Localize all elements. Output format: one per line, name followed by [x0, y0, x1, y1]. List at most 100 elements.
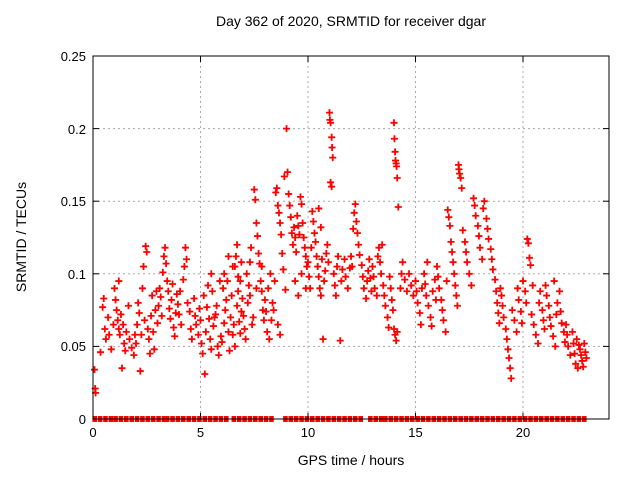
data-point-cross: [209, 322, 217, 330]
data-point-cross: [491, 276, 499, 284]
data-point-cross: [342, 273, 350, 281]
data-point-cross: [284, 168, 292, 176]
data-point-cross: [314, 263, 322, 271]
data-point-cross: [190, 294, 198, 302]
data-point-cross: [251, 196, 259, 204]
data-point-cross: [390, 119, 398, 127]
data-point-cross: [114, 316, 122, 324]
data-point-cross: [289, 241, 297, 249]
data-point-cross: [496, 284, 504, 292]
data-point-cross: [299, 219, 307, 227]
data-point-cross: [221, 306, 229, 314]
data-point-cross: [495, 319, 503, 327]
x-tick-label: 20: [515, 425, 531, 440]
data-point-cross: [222, 296, 230, 304]
data-point-cross: [442, 328, 450, 336]
data-point-cross: [280, 173, 288, 181]
data-point-cross: [332, 292, 340, 300]
data-point-cross: [145, 335, 153, 343]
data-point-cross: [450, 270, 458, 278]
data-point-cross: [485, 235, 493, 243]
data-point-cross: [576, 345, 584, 353]
data-point-cross: [169, 280, 177, 288]
data-point-cross: [445, 213, 453, 221]
data-point-cross: [148, 292, 156, 300]
data-point-cross: [241, 325, 249, 333]
data-point-cross: [541, 325, 548, 333]
data-point-cross: [224, 328, 232, 336]
data-point-cross: [162, 260, 170, 268]
data-point-cross: [217, 332, 225, 340]
data-point-cross: [188, 335, 196, 343]
data-point-cross: [231, 342, 239, 350]
data-point-cross: [197, 316, 204, 324]
data-point-cross: [472, 212, 480, 220]
data-point-cross: [514, 284, 522, 292]
data-point-cross: [154, 319, 161, 327]
data-point-cross: [456, 170, 464, 178]
y-tick-label: 0: [78, 412, 86, 427]
data-point-cross: [134, 299, 142, 307]
data-point-cross: [237, 308, 245, 316]
plot-border: [92, 55, 610, 420]
data-point-cross: [319, 335, 327, 343]
data-point-cross: [213, 302, 221, 310]
data-point-cross: [143, 248, 151, 256]
data-point-cross: [337, 277, 345, 285]
data-point-cross: [163, 277, 171, 285]
data-point-cross: [393, 162, 401, 170]
data-point-cross: [316, 284, 324, 292]
data-point-cross: [575, 341, 583, 349]
data-point-cross: [452, 292, 460, 300]
data-point-cross: [277, 231, 285, 239]
data-point-cross: [207, 345, 215, 353]
data-point-cross: [476, 244, 484, 252]
data-point-cross: [156, 284, 164, 292]
data-point-cross: [244, 299, 252, 307]
data-point-cross: [206, 335, 214, 343]
data-point-cross: [97, 348, 105, 356]
data-point-cross: [141, 316, 149, 324]
data-point-cross: [249, 313, 257, 321]
data-point-cross: [328, 143, 336, 151]
data-point-cross: [321, 267, 329, 275]
data-point-cross: [403, 287, 411, 295]
data-point-cross: [300, 234, 308, 241]
data-point-cross: [393, 328, 401, 336]
data-point-cross: [296, 193, 304, 201]
data-point-cross: [518, 319, 526, 327]
data-point-cross: [532, 331, 540, 339]
data-point-cross: [493, 299, 501, 307]
data-point-cross: [547, 322, 555, 330]
data-point-cross: [487, 245, 495, 253]
x-tick-label: 0: [89, 425, 97, 440]
data-point-cross: [524, 239, 532, 247]
data-point-cross: [308, 207, 316, 215]
data-point-cross: [121, 347, 129, 355]
data-point-cross: [116, 331, 124, 339]
data-point-cross: [331, 281, 339, 289]
data-point-cross: [348, 263, 356, 271]
data-point-cross: [573, 335, 581, 343]
data-point-cross: [369, 263, 376, 271]
data-point-cross: [274, 321, 282, 329]
data-point-cross: [227, 313, 235, 321]
data-point-cross: [522, 299, 530, 307]
data-point-cross: [551, 342, 559, 350]
data-point-cross: [160, 252, 168, 260]
data-point-cross: [562, 321, 570, 329]
data-point-cross: [428, 322, 436, 330]
data-point-cross: [229, 331, 237, 339]
data-point-cross: [386, 273, 394, 281]
data-point-cross: [413, 287, 421, 295]
data-point-cross: [111, 284, 118, 292]
data-point-cross: [272, 188, 280, 196]
data-point-cross: [416, 309, 424, 317]
data-point-cross: [138, 284, 146, 292]
data-point-cross: [255, 249, 263, 257]
data-point-cross: [288, 229, 296, 237]
data-point-cross: [247, 244, 255, 252]
data-point-cross: [527, 261, 535, 269]
data-point-cross: [270, 306, 278, 314]
